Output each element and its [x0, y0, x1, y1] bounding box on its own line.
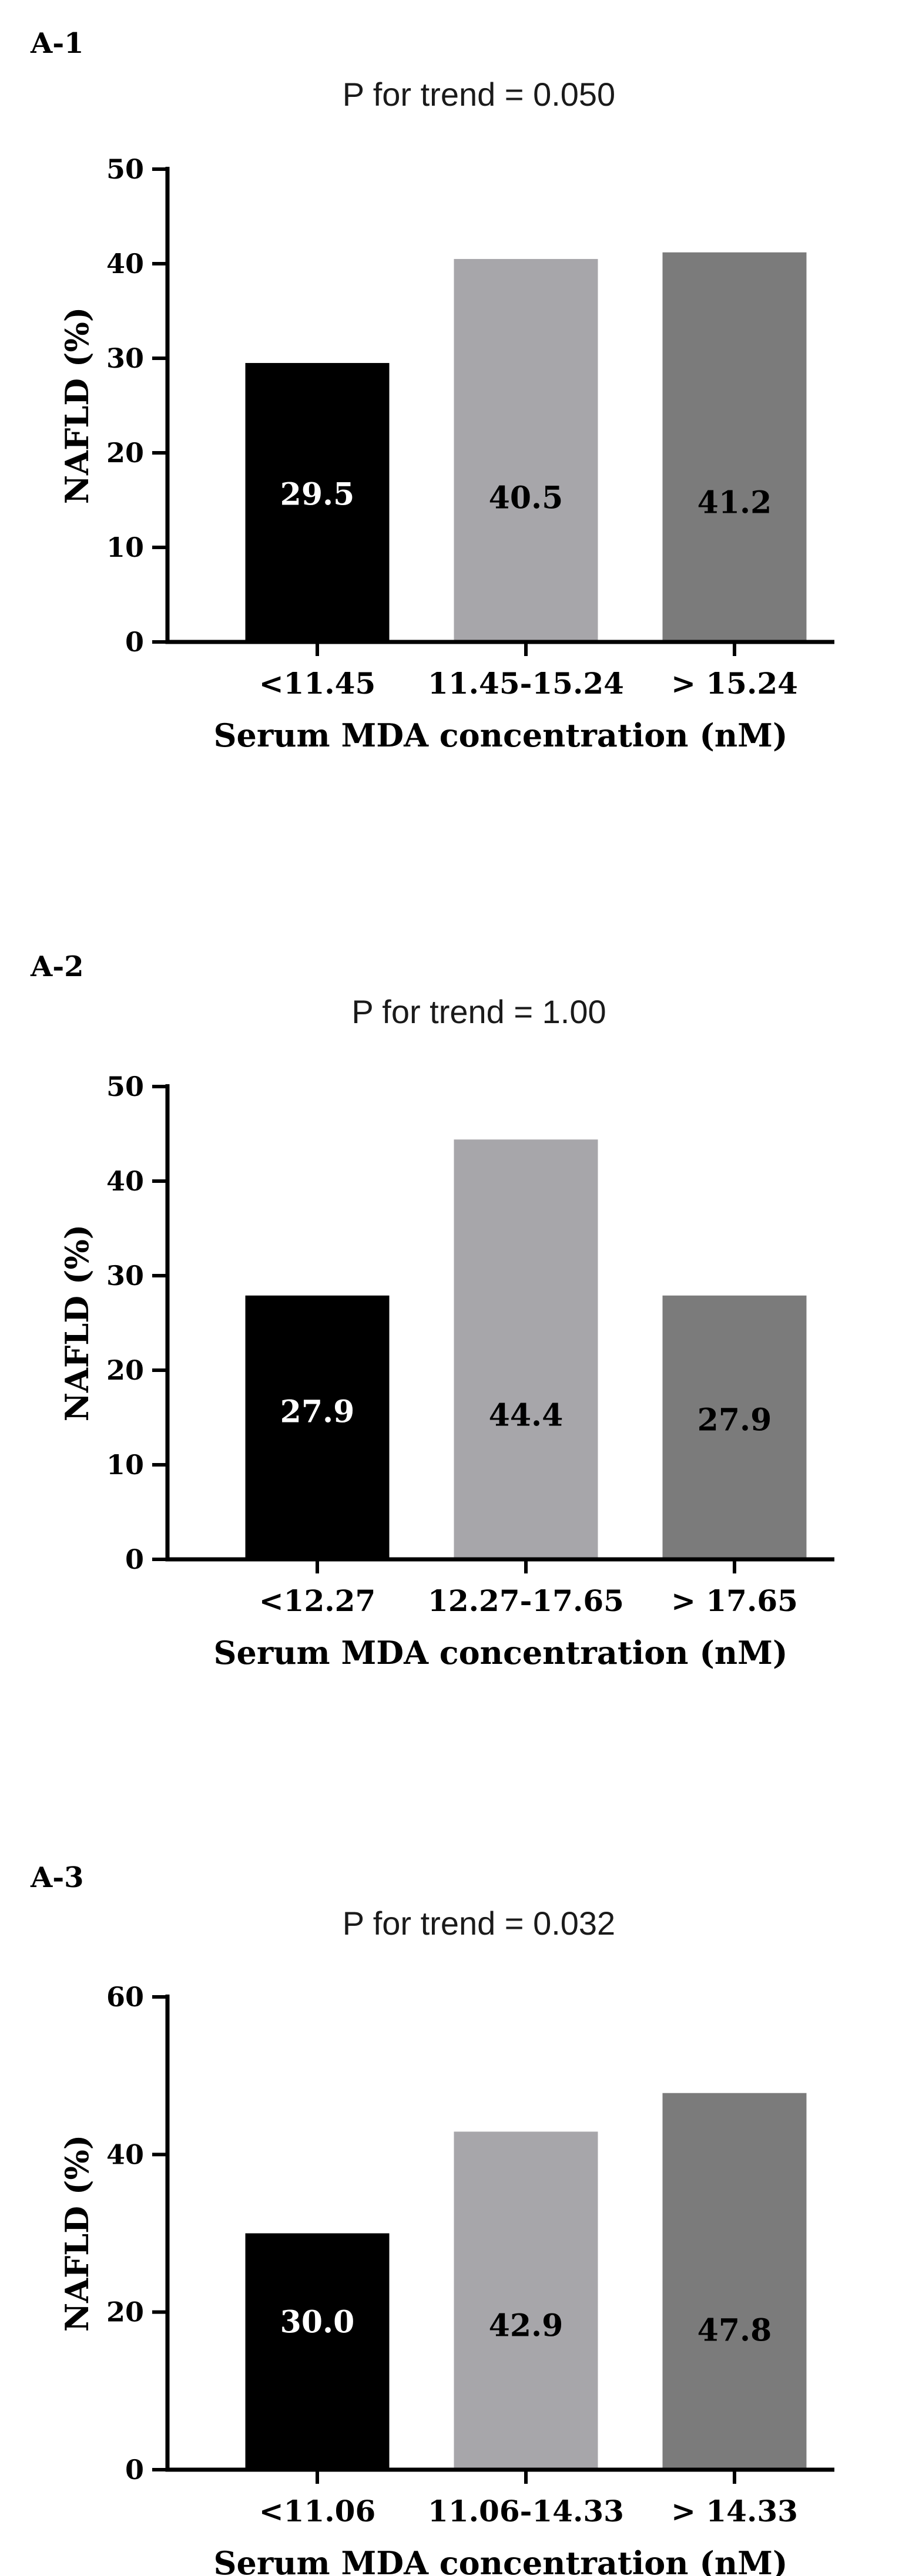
data-label-3: 27.9 [697, 1402, 772, 1438]
chart-panel-a-1: A-1 P for trend = 0.050 29.5 40.5 41.2 0 10 20 3… [30, 27, 834, 754]
data-label-3: 41.2 [697, 485, 772, 520]
bar-2 [454, 258, 598, 642]
category-label-1: <11.45 [259, 666, 375, 701]
chart-panel-a-3: A-3 P for trend = 0.032 30.0 42.9 47.8 0 20 40 6… [30, 1861, 834, 2576]
data-label-1: 29.5 [280, 476, 355, 512]
category-label-2: 12.27-17.65 [428, 1583, 624, 1618]
bar-1 [245, 363, 390, 642]
y-tick-label: 50 [106, 153, 144, 185]
data-label-2: 44.4 [489, 1397, 564, 1433]
x-axis-title: Serum MDA concentration (nM) [213, 1634, 787, 1672]
category-label-3: > 15.24 [671, 666, 798, 701]
y-tick-label: 60 [106, 1981, 144, 2013]
data-label-2: 42.9 [489, 2308, 564, 2343]
y-tick-label: 10 [106, 1449, 144, 1481]
category-label-1: <11.06 [259, 2494, 375, 2528]
data-label-1: 30.0 [280, 2304, 355, 2340]
y-tick-label: 40 [106, 2138, 144, 2170]
chart-panel-a-2: A-2 P for trend = 1.00 27.9 44.4 27.9 0 10 20 30… [30, 950, 834, 1672]
chart-title: P for trend = 0.050 [343, 76, 615, 113]
category-label-1: <12.27 [259, 1583, 375, 1618]
category-label-2: 11.45-15.24 [428, 666, 624, 701]
chart-title: P for trend = 1.00 [351, 993, 606, 1030]
panel-label: A-1 [30, 27, 84, 60]
chart-title: P for trend = 0.032 [343, 1905, 615, 1942]
category-label-2: 11.06-14.33 [428, 2494, 624, 2528]
data-label-1: 27.9 [280, 1394, 355, 1430]
y-tick-label: 30 [106, 1260, 144, 1292]
y-axis-title: NAFLD (%) [58, 2135, 96, 2332]
y-tick-label: 0 [125, 1543, 144, 1575]
y-tick-label: 20 [106, 437, 144, 469]
y-tick-label: 20 [106, 2296, 144, 2328]
bar-3 [662, 1295, 807, 1559]
bar-3 [662, 252, 807, 642]
y-axis-title: NAFLD (%) [58, 1225, 96, 1422]
category-label-3: > 14.33 [671, 2494, 798, 2528]
category-label-3: > 17.65 [671, 1583, 798, 1618]
bar-3 [662, 2093, 807, 2470]
panel-label: A-2 [30, 950, 84, 983]
y-tick-label: 30 [106, 342, 144, 374]
y-tick-label: 50 [106, 1071, 144, 1102]
y-tick-label: 0 [125, 2454, 144, 2486]
data-label-2: 40.5 [489, 480, 564, 516]
y-tick-label: 40 [106, 1165, 144, 1197]
y-axis-title: NAFLD (%) [58, 307, 96, 505]
bar-1 [245, 1295, 390, 1559]
data-label-3: 47.8 [697, 2312, 772, 2348]
bar-2 [454, 2131, 598, 2470]
bar-1 [245, 2233, 390, 2470]
y-tick-label: 20 [106, 1354, 144, 1386]
x-axis-title: Serum MDA concentration (nM) [213, 2544, 787, 2576]
panel-label: A-3 [30, 1861, 84, 1894]
x-axis-title: Serum MDA concentration (nM) [213, 717, 787, 754]
bar-2 [454, 1139, 598, 1559]
y-tick-label: 40 [106, 248, 144, 280]
y-tick-label: 10 [106, 532, 144, 563]
y-tick-label: 0 [125, 626, 144, 658]
